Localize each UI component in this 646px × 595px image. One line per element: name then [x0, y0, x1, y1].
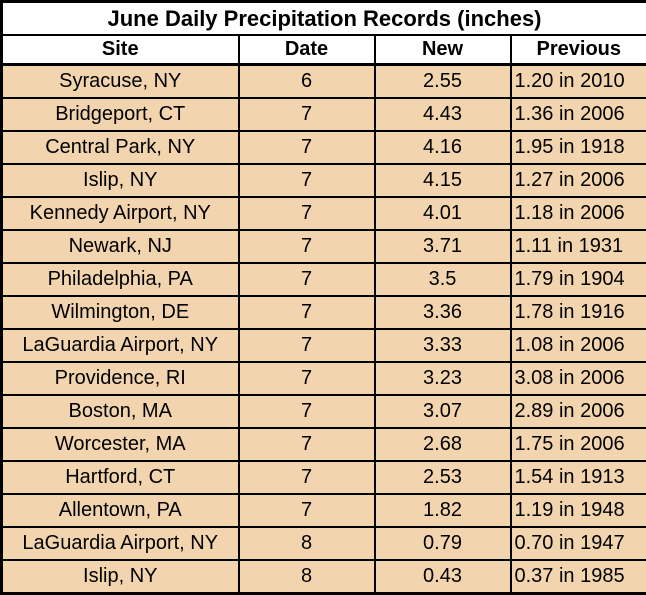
date-cell: 7 — [239, 263, 375, 296]
col-header-date: Date — [239, 35, 375, 65]
date-cell: 8 — [239, 527, 375, 560]
date-cell: 7 — [239, 329, 375, 362]
site-cell: Central Park, NY — [2, 131, 239, 164]
table-header-row: Site Date New Previous — [2, 35, 646, 65]
date-cell: 7 — [239, 461, 375, 494]
new-cell: 2.53 — [375, 461, 511, 494]
new-cell: 3.33 — [375, 329, 511, 362]
site-cell: LaGuardia Airport, NY — [2, 527, 239, 560]
site-cell: Syracuse, NY — [2, 65, 239, 99]
date-cell: 8 — [239, 560, 375, 594]
previous-cell: 3.08 in 2006 — [511, 362, 646, 395]
table-title: June Daily Precipitation Records (inches… — [2, 2, 646, 36]
new-cell: 3.07 — [375, 395, 511, 428]
site-cell: Philadelphia, PA — [2, 263, 239, 296]
new-cell: 0.43 — [375, 560, 511, 594]
previous-cell: 1.79 in 1904 — [511, 263, 646, 296]
site-cell: Islip, NY — [2, 164, 239, 197]
previous-cell: 1.18 in 2006 — [511, 197, 646, 230]
previous-cell: 1.36 in 2006 — [511, 98, 646, 131]
site-cell: Bridgeport, CT — [2, 98, 239, 131]
previous-cell: 1.75 in 2006 — [511, 428, 646, 461]
new-cell: 2.68 — [375, 428, 511, 461]
new-cell: 0.79 — [375, 527, 511, 560]
date-cell: 7 — [239, 494, 375, 527]
date-cell: 7 — [239, 164, 375, 197]
col-header-site: Site — [2, 35, 239, 65]
previous-cell: 1.78 in 1916 — [511, 296, 646, 329]
new-cell: 4.01 — [375, 197, 511, 230]
previous-cell: 1.11 in 1931 — [511, 230, 646, 263]
previous-cell: 0.37 in 1985 — [511, 560, 646, 594]
new-cell: 3.5 — [375, 263, 511, 296]
date-cell: 7 — [239, 131, 375, 164]
site-cell: Providence, RI — [2, 362, 239, 395]
new-cell: 4.15 — [375, 164, 511, 197]
previous-cell: 1.95 in 1918 — [511, 131, 646, 164]
previous-cell: 1.27 in 2006 — [511, 164, 646, 197]
new-cell: 2.55 — [375, 65, 511, 99]
date-cell: 7 — [239, 230, 375, 263]
site-cell: Kennedy Airport, NY — [2, 197, 239, 230]
table-title-row: June Daily Precipitation Records (inches… — [2, 2, 646, 36]
date-cell: 6 — [239, 65, 375, 99]
date-cell: 7 — [239, 362, 375, 395]
previous-cell: 0.70 in 1947 — [511, 527, 646, 560]
new-cell: 3.36 — [375, 296, 511, 329]
previous-cell: 2.89 in 2006 — [511, 395, 646, 428]
date-cell: 7 — [239, 428, 375, 461]
site-cell: Newark, NJ — [2, 230, 239, 263]
site-cell: LaGuardia Airport, NY — [2, 329, 239, 362]
date-cell: 7 — [239, 98, 375, 131]
date-cell: 7 — [239, 197, 375, 230]
previous-cell: 1.54 in 1913 — [511, 461, 646, 494]
previous-cell: 1.08 in 2006 — [511, 329, 646, 362]
new-cell: 1.82 — [375, 494, 511, 527]
date-cell: 7 — [239, 296, 375, 329]
site-cell: Islip, NY — [2, 560, 239, 594]
previous-cell: 1.19 in 1948 — [511, 494, 646, 527]
site-cell: Allentown, PA — [2, 494, 239, 527]
date-cell: 7 — [239, 395, 375, 428]
site-cell: Wilmington, DE — [2, 296, 239, 329]
site-cell: Worcester, MA — [2, 428, 239, 461]
col-header-previous: Previous — [511, 35, 646, 65]
new-cell: 3.71 — [375, 230, 511, 263]
site-cell: Hartford, CT — [2, 461, 239, 494]
col-header-new: New — [375, 35, 511, 65]
site-cell: Boston, MA — [2, 395, 239, 428]
new-cell: 3.23 — [375, 362, 511, 395]
new-cell: 4.16 — [375, 131, 511, 164]
previous-cell: 1.20 in 2010 — [511, 65, 646, 99]
new-cell: 4.43 — [375, 98, 511, 131]
